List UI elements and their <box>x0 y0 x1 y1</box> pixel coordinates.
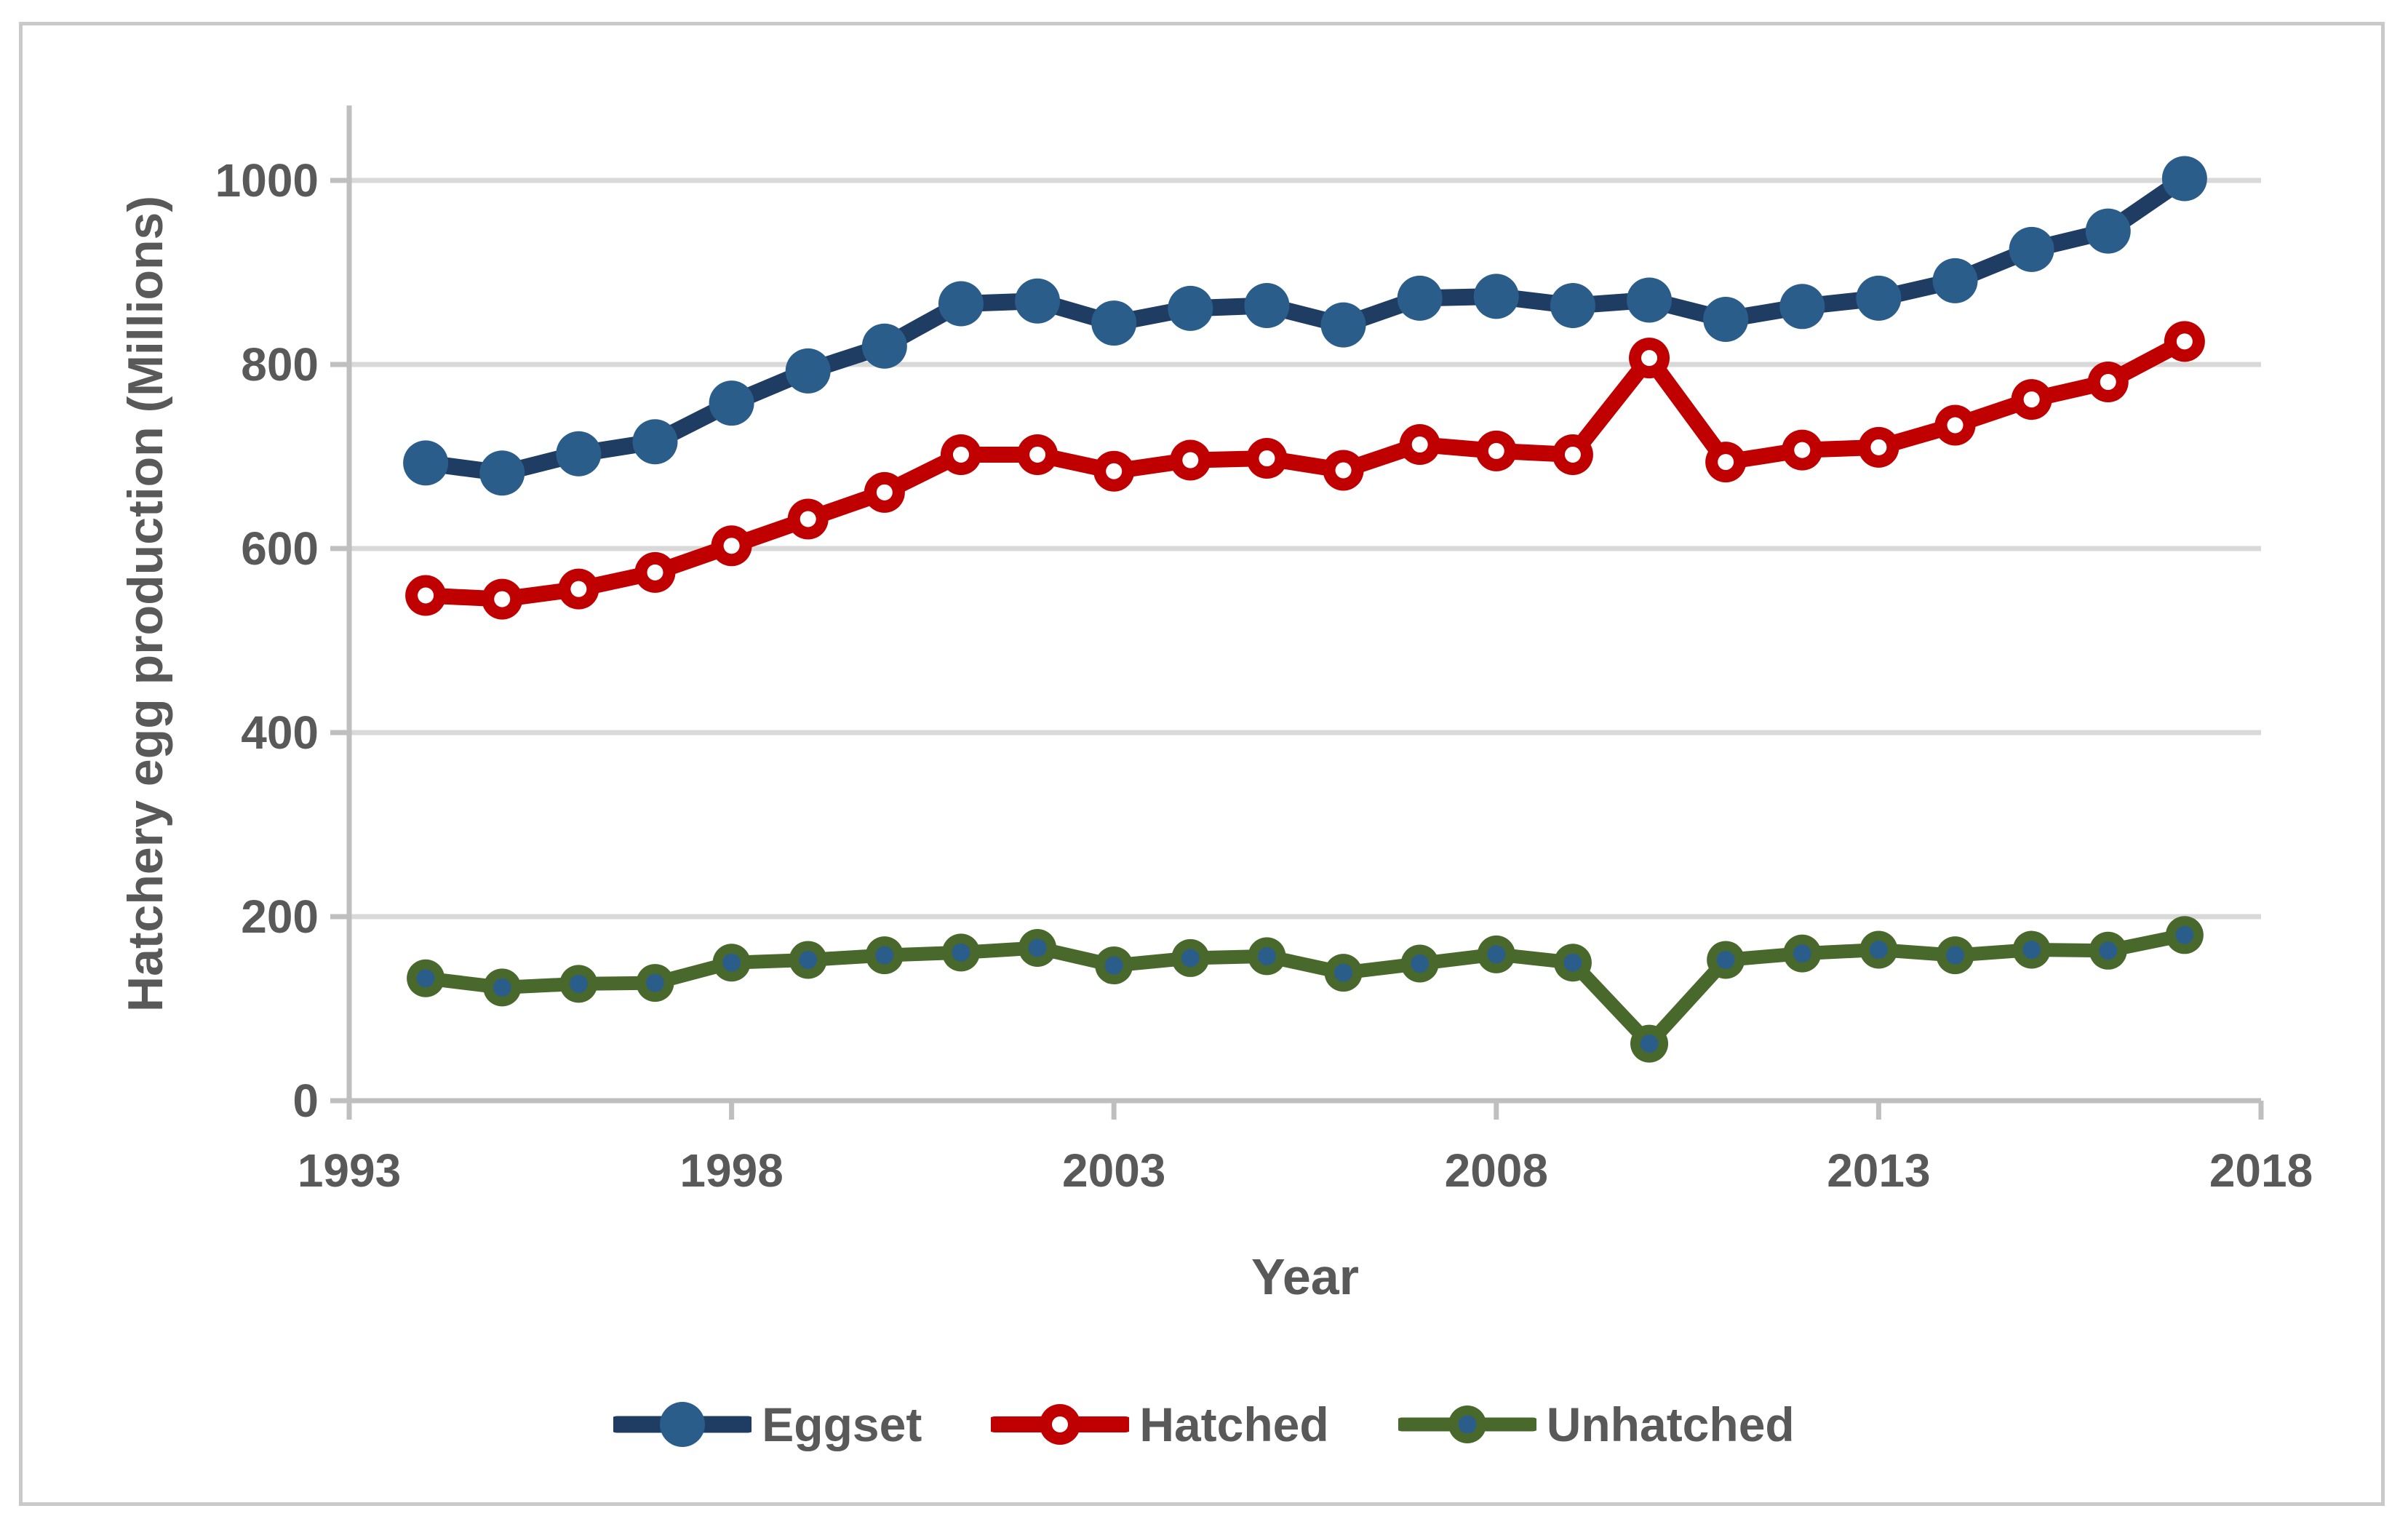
svg-text:2008: 2008 <box>1445 1144 1548 1197</box>
svg-text:800: 800 <box>241 338 319 391</box>
figure-border <box>19 22 2385 1506</box>
legend-label-eggset: Eggset <box>762 1398 922 1451</box>
x-axis-title: Year <box>1251 1248 1359 1305</box>
legend-label-hatched: Hatched <box>1139 1398 1329 1451</box>
svg-text:0: 0 <box>292 1075 319 1127</box>
svg-text:2003: 2003 <box>1062 1144 1165 1197</box>
svg-text:2018: 2018 <box>2209 1144 2313 1197</box>
legend-swatch-eggset-icon <box>613 1402 752 1447</box>
svg-text:600: 600 <box>241 522 319 575</box>
svg-text:1998: 1998 <box>679 1144 783 1197</box>
legend-item-eggset: Eggset <box>613 1391 922 1458</box>
svg-text:2013: 2013 <box>1827 1144 1930 1197</box>
y-axis-title: Hatchery egg production (Millions) <box>118 195 173 1013</box>
legend-item-unhatched: Unhatched <box>1398 1391 1795 1458</box>
legend-label-unhatched: Unhatched <box>1546 1398 1795 1451</box>
svg-text:200: 200 <box>241 890 319 943</box>
legend-swatch-hatched-icon <box>991 1404 1130 1445</box>
svg-text:1000: 1000 <box>215 154 319 207</box>
svg-text:400: 400 <box>241 706 319 759</box>
svg-text:1993: 1993 <box>298 1144 401 1197</box>
legend-swatch-unhatched-icon <box>1398 1406 1536 1443</box>
legend: Eggset Hatched Unhatched <box>0 1391 2408 1458</box>
legend-item-hatched: Hatched <box>991 1391 1329 1458</box>
